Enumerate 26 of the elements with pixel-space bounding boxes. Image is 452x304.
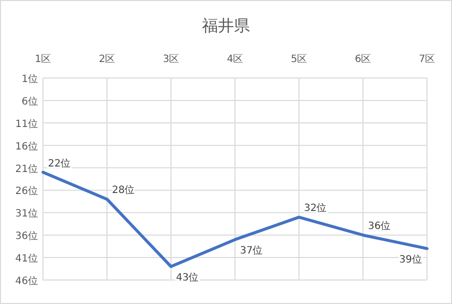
data-label: 28位: [112, 184, 135, 196]
data-label: 37位: [240, 244, 263, 257]
x-tick-label: 4区: [226, 54, 244, 65]
x-tick-label: 7区: [418, 54, 436, 65]
data-label: 22位: [48, 157, 71, 170]
y-tick-label: 41位: [15, 252, 38, 265]
y-tick-label: 46位: [15, 275, 38, 287]
y-tick-label: 11位: [15, 118, 38, 130]
chart-title: 福井県: [202, 16, 250, 35]
y-tick-label: 6位: [22, 95, 38, 108]
y-tick-label: 21位: [15, 162, 38, 175]
line-series: [42, 170, 428, 268]
data-label: 32位: [304, 202, 327, 214]
x-tick-label: 2区: [98, 54, 116, 65]
data-label: 36位: [368, 220, 391, 232]
y-tick-label: 1位: [22, 73, 38, 85]
y-tick-label: 36位: [15, 230, 38, 242]
data-label: 39位: [399, 254, 422, 266]
x-tick-label: 3区: [162, 54, 180, 65]
y-tick-label: 26位: [15, 185, 38, 198]
x-tick-label: 5区: [290, 54, 308, 65]
x-tick-label: 6区: [354, 54, 372, 65]
y-tick-label: 16位: [15, 140, 38, 152]
y-tick-label: 31位: [15, 208, 38, 220]
data-label: 43位: [176, 272, 199, 284]
x-tick-label: 1区: [34, 54, 52, 65]
